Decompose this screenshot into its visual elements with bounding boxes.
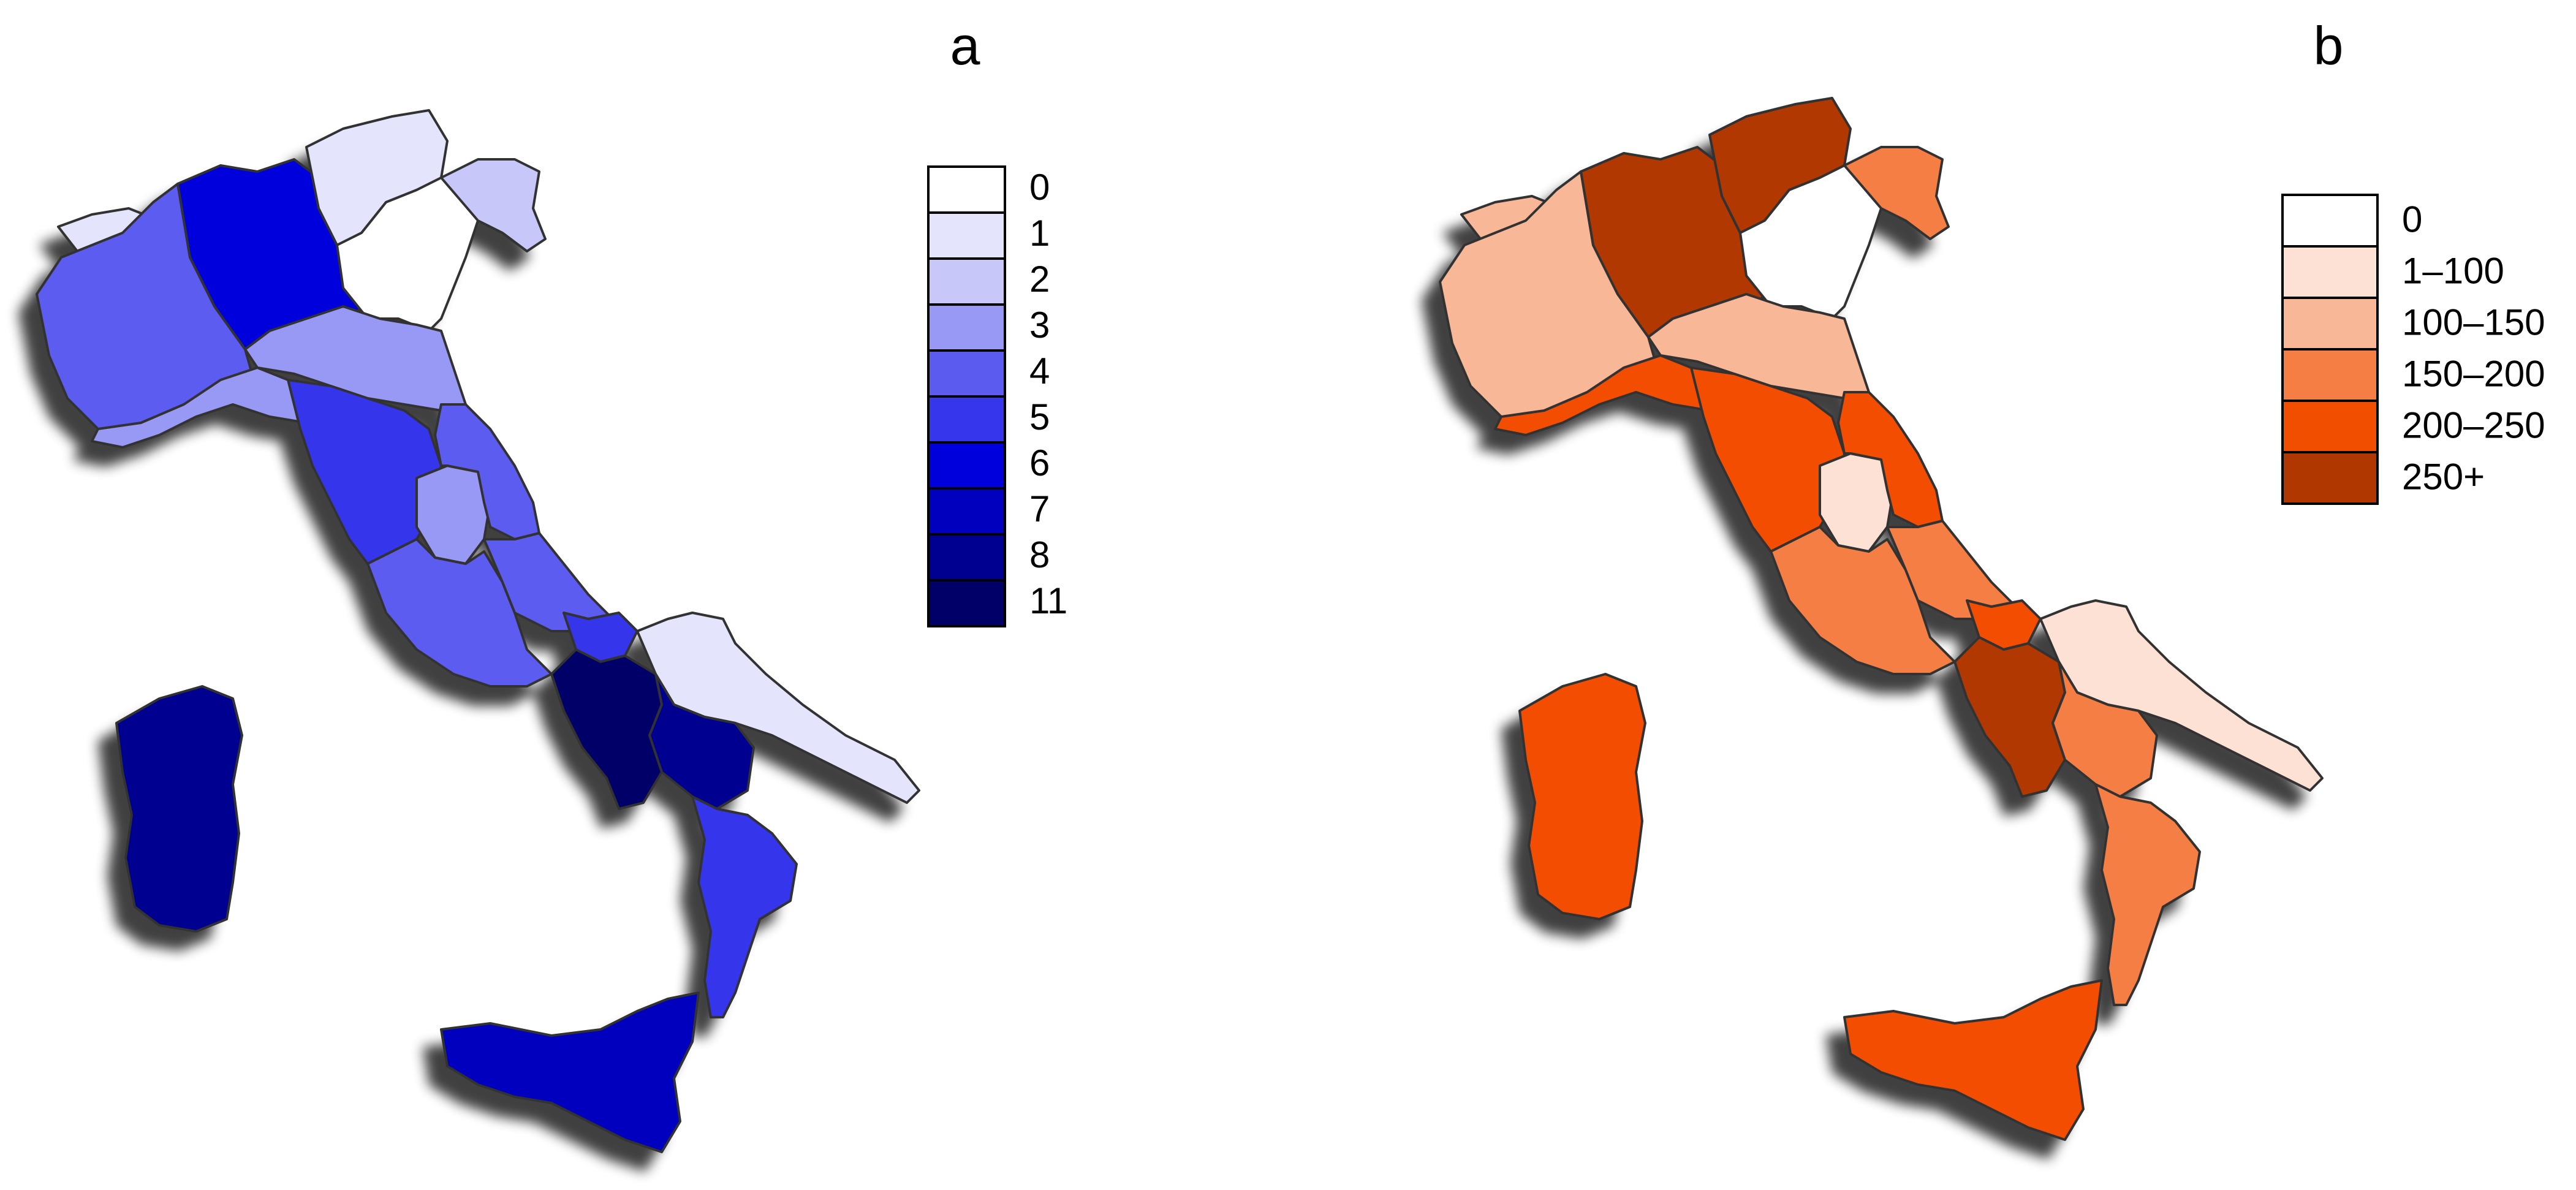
legend-swatch: [927, 257, 1006, 306]
legend-swatch: [927, 487, 1006, 536]
region-lazio: [366, 538, 553, 688]
legend-swatch: [927, 165, 1006, 214]
map-panel-a: a 0 1 2 3 456 7 8 11: [36, 15, 1067, 1153]
region-campania: [550, 648, 663, 810]
region-marche: [434, 403, 540, 540]
legend-label: 4: [1029, 351, 1050, 392]
legend-swatch: [2281, 451, 2379, 505]
region-basilicata: [2051, 661, 2158, 798]
legend-swatch: [2281, 348, 2379, 402]
legend-label: 1–100: [2402, 250, 2504, 291]
region-emilia-romagna: [244, 305, 467, 412]
italy-map-a: [36, 109, 920, 1153]
region-marche: [1837, 391, 1944, 528]
legend-swatch: [2281, 297, 2379, 351]
legend-label: 8: [1029, 534, 1050, 575]
legend-swatch: [927, 303, 1006, 352]
legend-label: 250+: [2402, 456, 2485, 497]
legend-swatch: [927, 441, 1006, 490]
region-friuli: [440, 158, 547, 252]
legend-swatch: [2281, 400, 2379, 453]
region-sardinia: [1518, 673, 1646, 920]
region-calabria: [691, 795, 798, 1018]
legend-a: 0 1 2 3 456 7 8 11: [927, 165, 1067, 627]
region-calabria: [2094, 783, 2201, 1006]
legend-label: 5: [1029, 396, 1050, 438]
panel-label-b: b: [2314, 15, 2344, 76]
legend-label: 0: [2402, 199, 2422, 240]
legend-label: 200–250: [2402, 404, 2545, 445]
panel-label-a: a: [950, 15, 980, 76]
legend-swatch: [2281, 245, 2379, 299]
region-lazio: [1770, 526, 1956, 675]
legend-swatch: [927, 579, 1006, 627]
legend-label: 11: [1029, 580, 1067, 621]
legend-label: 7: [1029, 488, 1050, 529]
legend-swatch: [927, 349, 1006, 398]
legend-swatch: [927, 533, 1006, 582]
legend-label: 2: [1029, 259, 1050, 300]
italy-map-b: [1439, 97, 2324, 1141]
region-sardinia: [115, 685, 243, 933]
map-panel-b: b 0 1–100 100–150 150–200 200–250 250+: [1439, 15, 2545, 1141]
region-friuli: [1843, 146, 1950, 240]
legend-label: 1: [1029, 213, 1050, 254]
legend-swatch: [927, 395, 1006, 444]
legend-label: 100–150: [2402, 301, 2545, 343]
region-sicily: [1843, 979, 2103, 1141]
region-sicily: [440, 991, 700, 1153]
region-campania: [1953, 636, 2066, 798]
legend-label: 0: [1029, 167, 1050, 208]
legend-label: 3: [1029, 305, 1050, 346]
legend-b: 0 1–100 100–150 150–200 200–250 250+: [2281, 194, 2545, 505]
region-basilicata: [648, 673, 755, 810]
region-emilia-romagna: [1647, 293, 1870, 400]
legend-swatch: [2281, 194, 2379, 248]
legend-swatch: [927, 211, 1006, 260]
legend-label: 6: [1029, 442, 1050, 483]
legend-label: 150–200: [2402, 353, 2545, 394]
